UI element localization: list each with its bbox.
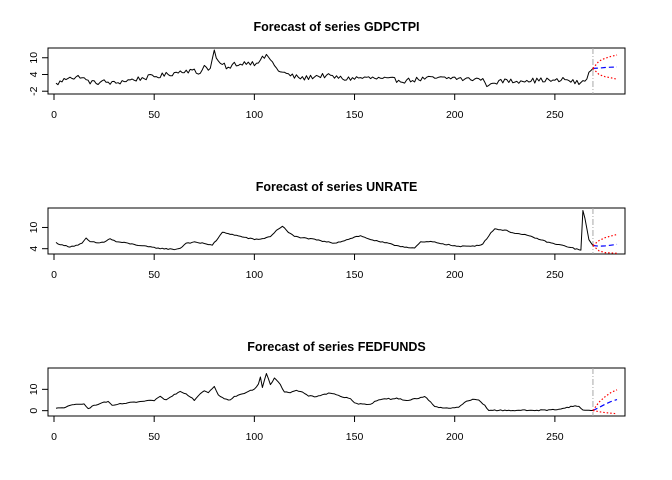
forecast-mean-line-gdpctpi — [592, 66, 618, 69]
x-tick-label-fedfunds: 50 — [148, 431, 160, 443]
x-tick-label-gdpctpi: 150 — [346, 109, 364, 121]
forecast-lower-bound-unrate — [592, 245, 618, 254]
x-tick-label-fedfunds: 200 — [446, 431, 464, 443]
plot-frame-unrate — [47, 207, 626, 255]
x-tick-label-unrate: 200 — [446, 269, 464, 281]
y-tick-label-fedfunds: 10 — [28, 383, 40, 395]
y-tick-label-gdpctpi: 4 — [28, 71, 40, 77]
x-tick-label-unrate: 50 — [148, 269, 160, 281]
x-tick-label-fedfunds: 250 — [546, 431, 564, 443]
x-tick-label-gdpctpi: 50 — [148, 109, 160, 121]
forecast-lower-bound-gdpctpi — [592, 67, 618, 80]
x-tick-label-gdpctpi: 250 — [546, 109, 564, 121]
x-tick-label-unrate: 250 — [546, 269, 564, 281]
historical-line-fedfunds — [55, 373, 593, 412]
y-tick-label-fedfunds: 0 — [28, 408, 40, 414]
x-tick-label-fedfunds: 0 — [51, 431, 57, 443]
x-tick-label-unrate: 100 — [246, 269, 264, 281]
x-tick-label-unrate: 150 — [346, 269, 364, 281]
chart-title-gdpctpi: Forecast of series GDPCTPI — [253, 20, 419, 34]
plot-frame-fedfunds — [47, 367, 626, 417]
y-tick-label-unrate: 10 — [28, 221, 40, 233]
panel-gdpctpi: Forecast of series GDPCTPI 0 50 100 150 200 25… — [28, 20, 626, 121]
historical-line-unrate — [55, 210, 594, 251]
x-tick-label-gdpctpi: 0 — [51, 109, 57, 121]
x-tick-label-gdpctpi: 100 — [246, 109, 264, 121]
x-tick-label-gdpctpi: 200 — [446, 109, 464, 121]
historical-line-gdpctpi — [55, 49, 594, 88]
forecast-lower-bound-fedfunds — [592, 409, 618, 415]
panel-unrate: Forecast of series UNRATE 0 50 100 150 200 250… — [28, 180, 626, 281]
forecast-mean-line-unrate — [592, 243, 618, 247]
forecast-mean-line-fedfunds — [592, 399, 618, 412]
forecast-upper-bound-unrate — [592, 233, 618, 246]
y-tick-label-gdpctpi: 10 — [28, 52, 40, 64]
y-tick-label-unrate: 4 — [28, 246, 40, 252]
y-tick-label-gdpctpi: -2 — [28, 86, 40, 95]
x-tick-label-fedfunds: 100 — [246, 431, 264, 443]
forecast-upper-bound-fedfunds — [592, 389, 618, 411]
chart-title-fedfunds: Forecast of series FEDFUNDS — [247, 340, 426, 354]
x-tick-label-unrate: 0 — [51, 269, 57, 281]
x-tick-label-fedfunds: 150 — [346, 431, 364, 443]
chart-title-unrate: Forecast of series UNRATE — [256, 180, 418, 194]
plot-frame-gdpctpi — [47, 47, 626, 95]
